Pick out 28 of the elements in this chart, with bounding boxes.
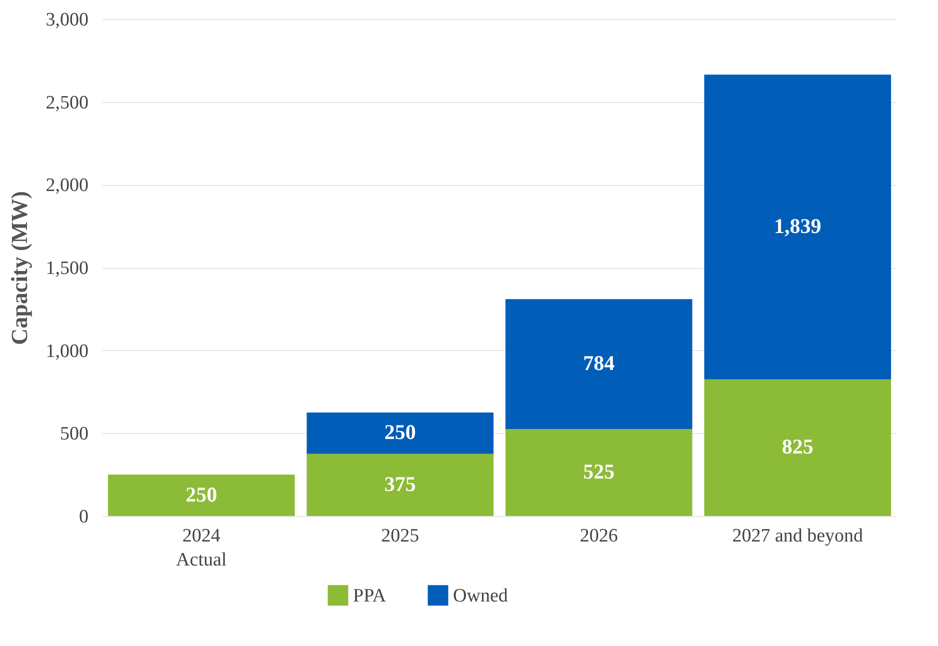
y-tick-label: 0 [79,506,88,528]
bar [306,454,494,516]
bar [108,474,295,516]
bar [704,74,892,380]
y-tick-label: 1,500 [46,258,88,279]
x-tick-label: 2027 and beyond [732,526,864,546]
y-tick-label: 1,000 [46,340,88,362]
data-label: 250 [384,420,416,444]
y-tick-label: 2,000 [46,175,88,196]
y-tick-label: 3,000 [46,10,88,30]
data-label: 825 [782,434,814,459]
legend-label: PPA [353,585,386,606]
legend-label: Owned [453,585,508,606]
x-tick-label: 2025 [381,526,420,546]
y-axis-title: Capacity (MW) [6,191,32,345]
data-label: 525 [583,460,615,484]
x-tick-label: 2024 Actual [176,526,227,570]
bar [505,429,692,516]
x-tick-label: 2026 [580,526,618,546]
bar [704,379,892,516]
data-label: 250 [186,482,218,506]
y-tick-label: 500 [60,424,88,445]
bar [505,299,692,430]
data-label: 784 [583,351,616,376]
bar [306,412,494,454]
data-label: 375 [384,472,416,496]
y-tick-label: 2,500 [46,92,88,114]
data-label: 1,839 [774,214,822,238]
